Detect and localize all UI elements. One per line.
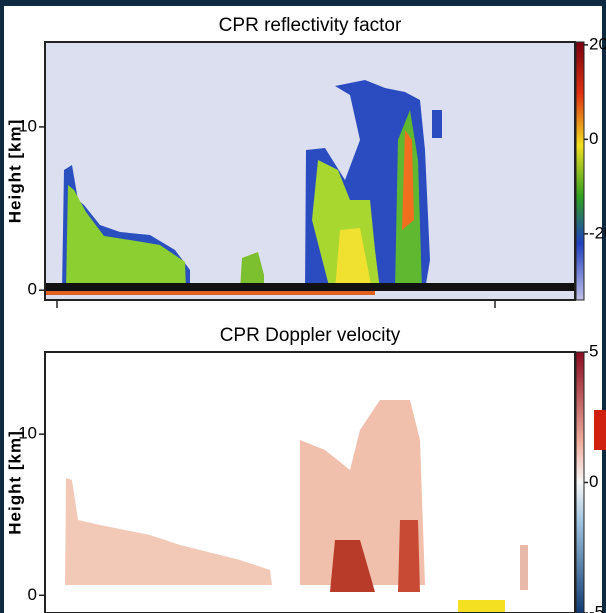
y-tick-label: 0: [28, 585, 37, 604]
colorbar: [575, 41, 585, 301]
chart-title: CPR Doppler velocity: [220, 325, 401, 346]
velocity-image: [45, 352, 606, 613]
y-axis-label: Height [km]: [5, 430, 24, 535]
overlay-tab: [594, 410, 606, 450]
colorbar-tick-label: 0: [589, 472, 598, 491]
y-axis-label: Height [km]: [5, 119, 24, 224]
colorbar-tick-label: 20: [589, 34, 606, 53]
colorbar-tick-label: 0: [589, 129, 598, 148]
colorbar-tick-label: -20: [589, 223, 606, 242]
reflectivity-image: [45, 42, 575, 300]
y-tick-label: 10: [18, 116, 37, 135]
chart-title: CPR reflectivity factor: [219, 15, 402, 36]
y-tick-label: 10: [18, 424, 37, 443]
colorbar-tick-label: 5: [589, 341, 598, 360]
y-tick-label: 0: [28, 280, 37, 299]
plot-frame: [44, 351, 576, 613]
colorbar: [575, 351, 585, 613]
overlay-box: [458, 600, 505, 613]
colorbar-tick-label: -5: [589, 602, 604, 613]
plot-frame: [44, 41, 576, 301]
charts: CPR reflectivity factor Height [km] 0 10 20 0…: [5, 15, 606, 613]
